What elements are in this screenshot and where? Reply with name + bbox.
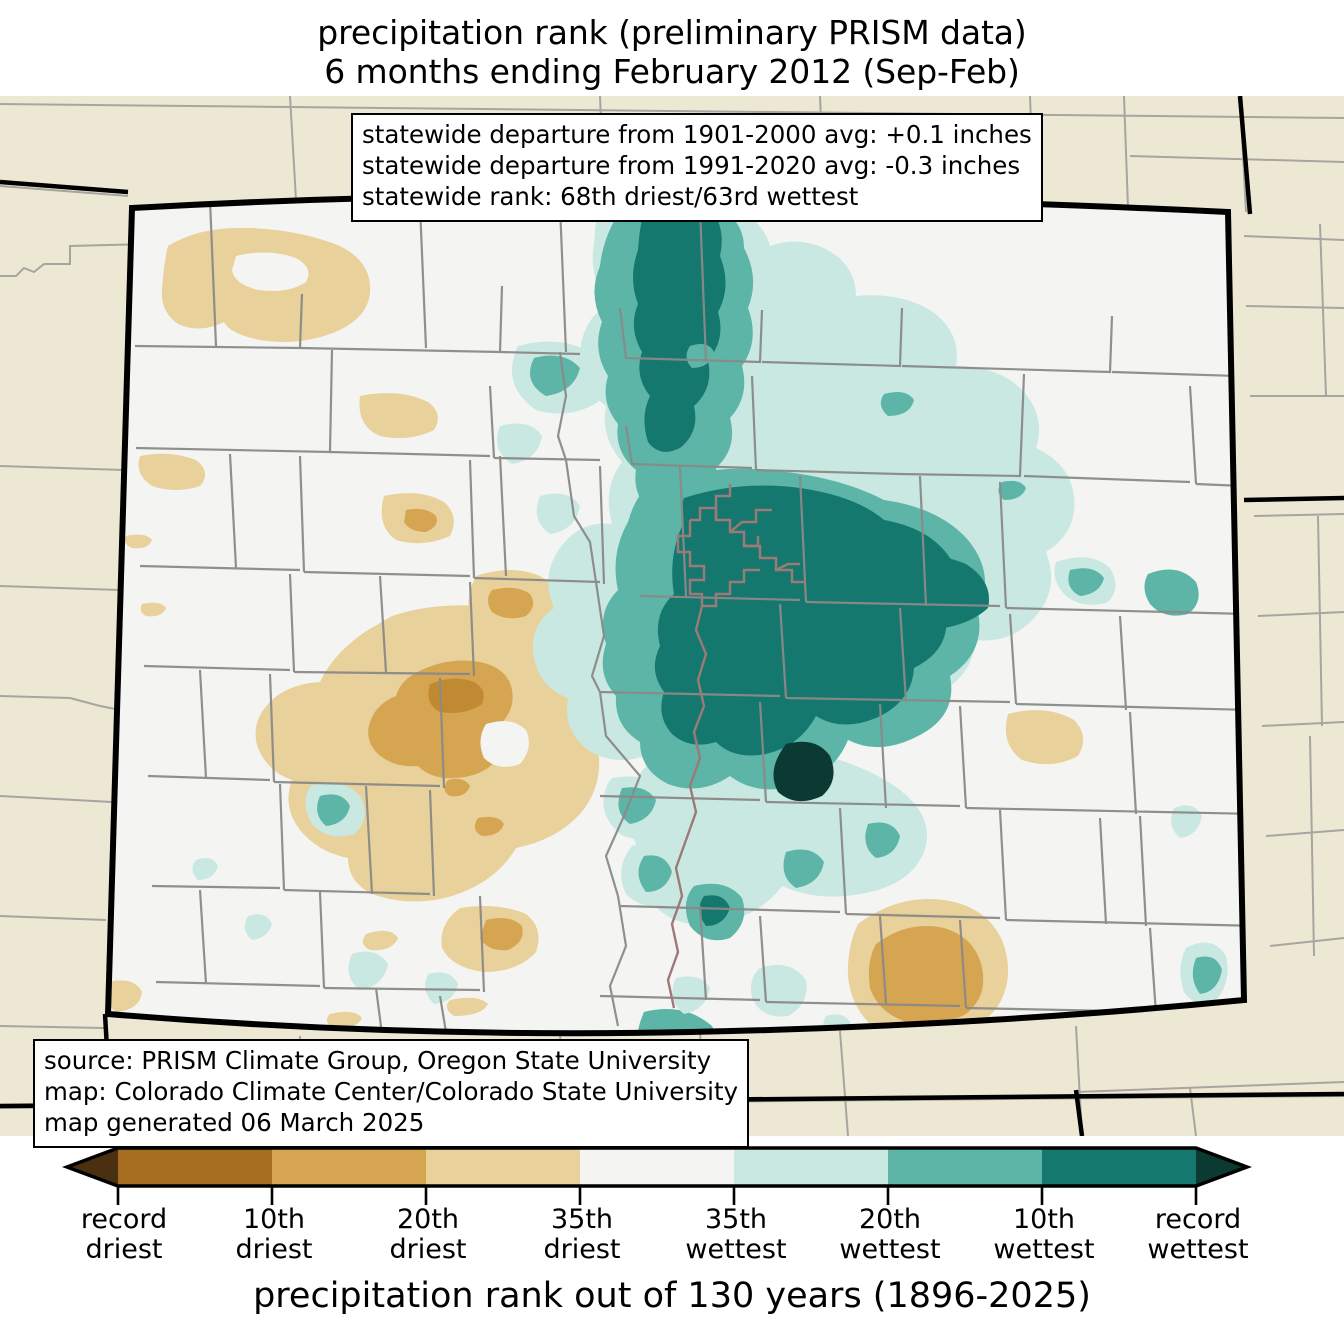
colorado-county-lines <box>134 199 1244 1034</box>
colorbar-label-35th-driest: 35th driest <box>543 1204 621 1266</box>
colorado-interior <box>108 195 1244 1034</box>
colorbar-extend-left <box>67 1148 118 1186</box>
wet-mint-north-central-core <box>530 355 580 396</box>
colorbar-band-35th-to-20th-wettest <box>734 1148 888 1186</box>
colorbar-label-10th-wettest: 10th wettest <box>993 1204 1095 1266</box>
wet-dark-block-east <box>866 554 990 630</box>
dry-sliver-west <box>124 534 152 549</box>
colorbar-label-record-wettest: record wettest <box>1147 1204 1249 1266</box>
colorbar-ticks <box>116 1186 1198 1205</box>
dry-sliver-southwest <box>108 980 142 1012</box>
source-map-producer: map: Colorado Climate Center/Colorado St… <box>44 1076 739 1106</box>
wet-blob-south-border <box>637 1009 718 1034</box>
wet-streak-sc-3-core <box>699 895 730 926</box>
colorbar-tick-labels: record driest 10th driest 20th driest 35… <box>0 1204 1344 1267</box>
colorbar-label-35th-wettest: 35th wettest <box>685 1204 787 1266</box>
dry-core-southeast <box>868 926 984 1024</box>
wet-patch-sw-5 <box>192 858 218 880</box>
wet-patch-sw-2 <box>348 951 388 990</box>
source-attribution-box: source: PRISM Climate Group, Oregon Stat… <box>33 1039 750 1148</box>
colorbar <box>0 1143 1344 1213</box>
dry-core-north-ext <box>488 587 534 619</box>
map-panel: statewide departure from 1901-2000 avg: … <box>0 96 1344 1136</box>
dry-sliver-west-2 <box>140 602 166 617</box>
wet-mint-north-central-3 <box>536 493 580 534</box>
wet-streak-sc-2-core <box>638 855 672 892</box>
dry-patch-northeast-plains <box>1005 710 1084 765</box>
colorbar-label-record-driest: record driest <box>80 1204 168 1266</box>
dry-streak-1 <box>362 930 398 951</box>
colorbar-label-20th-driest: 20th driest <box>389 1204 467 1266</box>
dry-patch-craig <box>138 453 206 490</box>
statewide-statistics-box: statewide departure from 1901-2000 avg: … <box>351 113 1043 222</box>
wet-record-pocket-central <box>773 741 834 802</box>
wet-dot-south-1 <box>672 976 710 1014</box>
title-line-2: 6 months ending February 2012 (Sep-Feb) <box>324 51 1020 91</box>
wet-anomaly-regions <box>192 195 1228 1034</box>
stats-departure-1991-2020: statewide departure from 1991-2020 avg: … <box>362 150 1021 180</box>
source-generation-date: map generated 06 March 2025 <box>44 1107 425 1137</box>
wet-mint-central-south <box>627 743 927 925</box>
colorbar-band-20th-to-35th-driest <box>426 1148 580 1186</box>
dry-hole-northwest <box>232 252 309 291</box>
colorbar-band-20th-to-10th-wettest <box>888 1148 1042 1186</box>
denver-metro-boundary <box>666 484 806 1009</box>
wet-streak-east-2 <box>1144 569 1199 616</box>
dry-hole-west-central <box>480 721 529 767</box>
dry-core-tail-south <box>480 918 523 951</box>
dry-anomaly-regions <box>108 227 1084 1034</box>
title-line-1: precipitation rank (preliminary PRISM da… <box>317 13 1027 52</box>
dry-core-rio-blanco <box>404 508 437 532</box>
colorbar-band-10th-to-record-wettest <box>1042 1148 1196 1186</box>
colorbar-label-20th-wettest: 20th wettest <box>839 1204 941 1266</box>
dry-streak-2 <box>326 1011 362 1029</box>
source-data-provider: source: PRISM Climate Group, Oregon Stat… <box>44 1046 712 1075</box>
colorbar-caption: precipitation rank out of 130 years (189… <box>253 1276 1091 1316</box>
page-title: precipitation rank (preliminary PRISM da… <box>0 13 1344 92</box>
dry-dot-2 <box>474 816 504 836</box>
stats-statewide-rank: statewide rank: 68th driest/63rd wettest <box>362 181 859 211</box>
colorbar-band-near-normal <box>580 1148 734 1186</box>
dry-patch-moffat <box>359 393 438 438</box>
wet-dot-ne-1 <box>880 392 914 416</box>
wet-streak-east-1-core <box>1068 568 1104 596</box>
dry-core-deep-west-central <box>428 678 484 713</box>
colorbar-extend-right <box>1196 1148 1247 1186</box>
wet-patch-sw-4 <box>244 914 272 940</box>
wet-mint-north-central-2 <box>496 423 542 464</box>
stats-departure-1901-2000: statewide departure from 1901-2000 avg: … <box>362 120 1032 149</box>
wet-patch-sw-3 <box>425 972 458 1004</box>
wet-patch-sw-1-core <box>317 794 350 826</box>
wet-dot-ne-2 <box>998 480 1026 500</box>
dry-dot-1 <box>444 778 470 797</box>
colorado-precipitation-rank-map <box>0 96 1344 1136</box>
wet-hole-northern <box>686 344 714 368</box>
wet-streak-east-3-core <box>1192 956 1222 994</box>
colorbar-label-10th-driest: 10th driest <box>235 1204 313 1266</box>
colorbar-band-10th-to-20th-driest <box>272 1148 426 1186</box>
wet-dot-sc-5 <box>783 849 824 888</box>
colorbar-band-record-to-10th-driest <box>118 1148 272 1186</box>
colorbar-svg <box>61 1146 1253 1205</box>
wet-dark-central-east <box>654 485 958 756</box>
wet-dot-sc-4 <box>865 822 900 858</box>
dry-streak-3 <box>446 997 488 1016</box>
